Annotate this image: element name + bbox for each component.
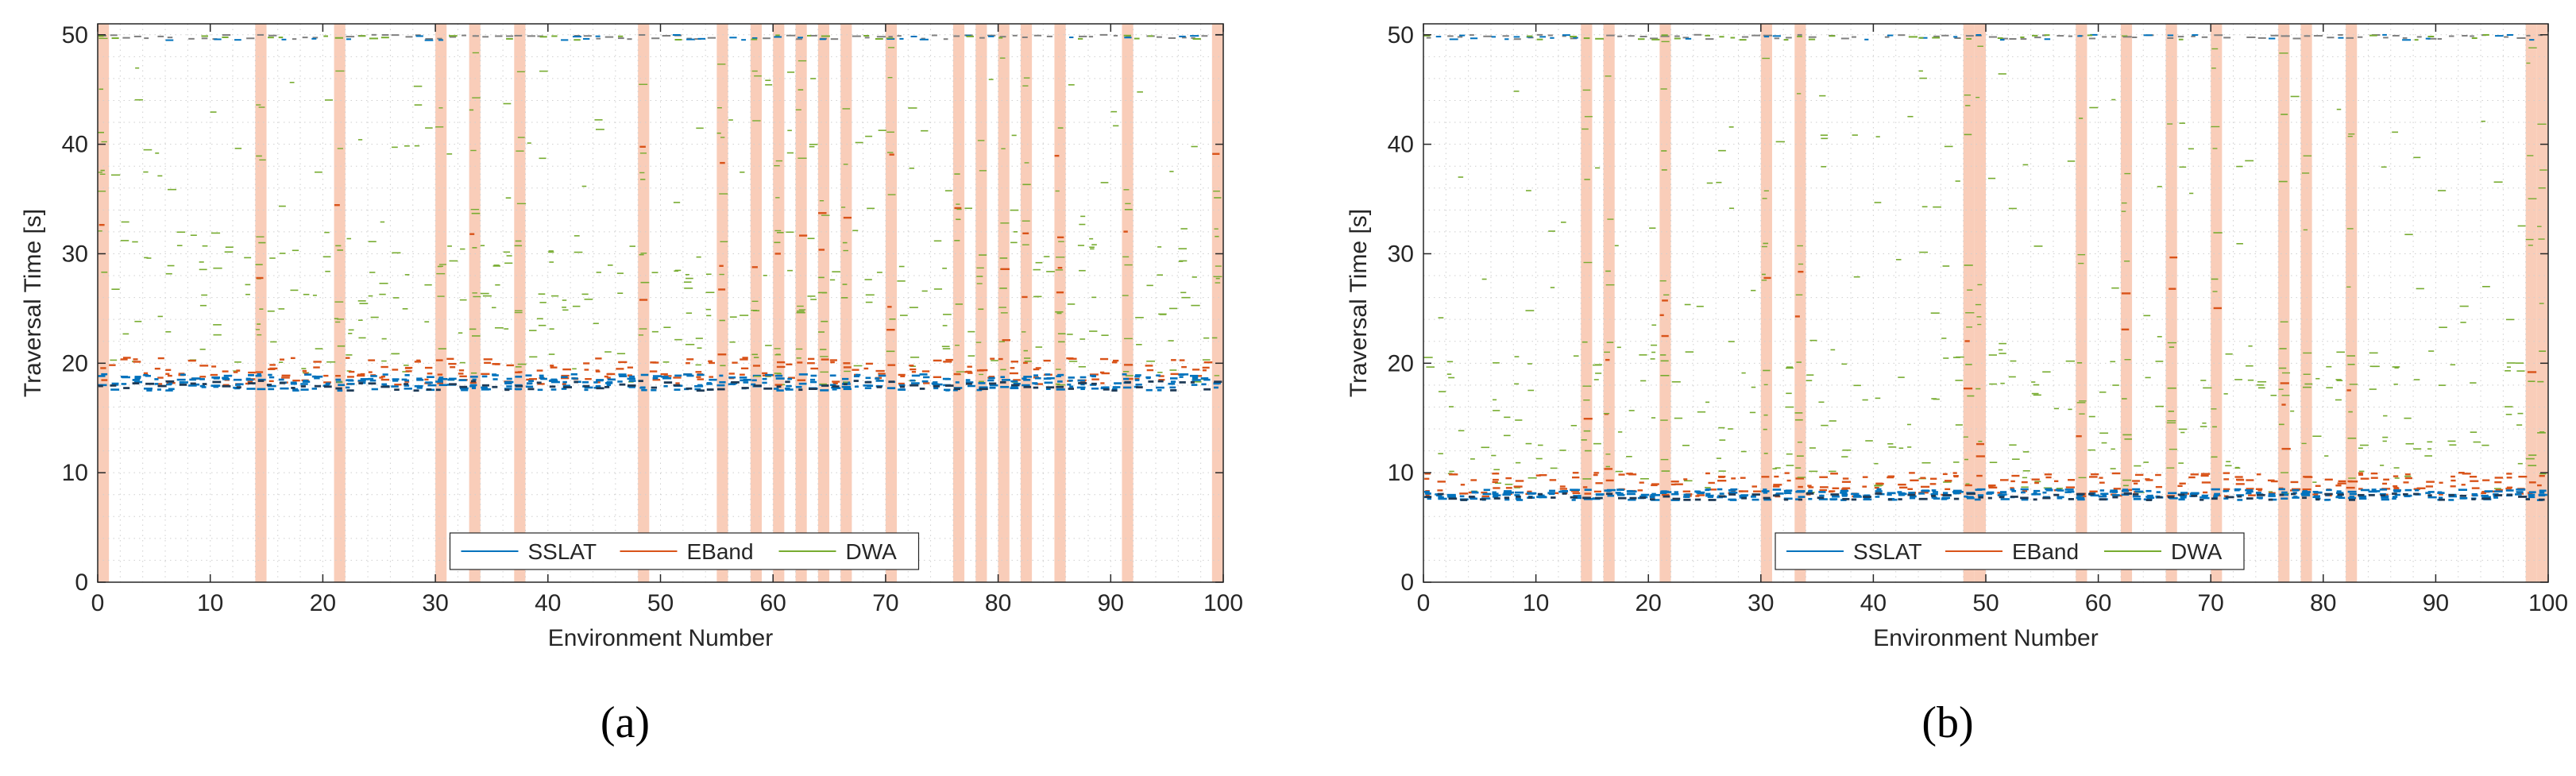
x-tick-label: 80 xyxy=(985,590,1011,616)
failure-band xyxy=(514,24,526,582)
failure-band xyxy=(1211,24,1223,582)
x-tick-label: 40 xyxy=(535,590,561,616)
y-tick-label: 20 xyxy=(62,350,88,376)
failure-band xyxy=(1794,24,1806,582)
legend-box-a xyxy=(449,532,920,570)
failure-band xyxy=(435,24,447,582)
failure-band xyxy=(998,24,1010,582)
failure-band xyxy=(795,24,807,582)
failure-band xyxy=(1122,24,1134,582)
x-tick-label: 50 xyxy=(647,590,674,616)
x-tick-label: 50 xyxy=(1972,590,1999,616)
failure-band xyxy=(2211,24,2223,582)
x-axis-label-b: Environment Number xyxy=(1873,625,2098,651)
failure-band xyxy=(952,24,965,582)
x-tick-label: 20 xyxy=(310,590,336,616)
y-tick-label: 30 xyxy=(62,241,88,267)
failure-band xyxy=(2300,24,2312,582)
x-tick-label: 60 xyxy=(2085,590,2111,616)
x-tick-label: 30 xyxy=(422,590,448,616)
y-tick-label: 30 xyxy=(1388,241,1414,267)
grid-b xyxy=(1423,24,2548,582)
x-tick-label: 100 xyxy=(2528,590,2568,616)
x-tick-label: 70 xyxy=(872,590,898,616)
legend-label-sslat-a: SSLAT xyxy=(528,539,597,564)
y-axis-label-b: Traversal Time [s] xyxy=(1346,209,1372,397)
failure-band xyxy=(975,24,987,582)
y-tick-label: 40 xyxy=(62,132,88,158)
x-tick-label: 40 xyxy=(1860,590,1887,616)
legend-box-b xyxy=(1775,532,2245,570)
failure-band xyxy=(334,24,346,582)
legend-label-eband-a: EBand xyxy=(687,539,754,564)
failure-band xyxy=(773,24,785,582)
failure-band xyxy=(1760,24,1772,582)
x-tick-label: 30 xyxy=(1748,590,1774,616)
failure-band xyxy=(638,24,650,582)
y-tick-label: 0 xyxy=(1400,569,1414,596)
x-tick-label: 70 xyxy=(2198,590,2224,616)
axis-ticks-a: 0 10 20 30 40 50 60 70 80 90 100 0 10 20 30 40 50 xyxy=(62,22,1243,616)
y-tick-label: 10 xyxy=(1388,460,1414,486)
x-tick-label: 80 xyxy=(2310,590,2336,616)
failure-band xyxy=(750,24,763,582)
failure-band xyxy=(1963,24,1975,582)
x-tick-label: 90 xyxy=(2423,590,2449,616)
axis-ticks-b: 0 10 20 30 40 50 60 70 80 90 100 0 10 20 30 40 50 xyxy=(1388,22,2568,616)
x-axis-label-a: Environment Number xyxy=(548,625,773,651)
x-tick-label: 20 xyxy=(1636,590,1662,616)
failure-band xyxy=(2165,24,2177,582)
legend-label-dwa-b: DWA xyxy=(2171,539,2223,564)
x-tick-label: 90 xyxy=(1098,590,1124,616)
chart-panel-a: 0 10 20 30 40 50 60 70 80 90 100 0 10 20 30 40 50 Enviro… xyxy=(20,22,1243,747)
y-axis-label-a: Traversal Time [s] xyxy=(20,209,46,397)
data-marks-a xyxy=(98,33,1222,392)
failure-band xyxy=(2076,24,2087,582)
data-marks-b xyxy=(1423,33,2547,501)
failure-band xyxy=(2278,24,2290,582)
y-tick-label: 10 xyxy=(62,460,88,486)
y-tick-label: 0 xyxy=(75,569,88,596)
x-tick-label: 10 xyxy=(1523,590,1549,616)
failure-band xyxy=(255,24,267,582)
chart-panel-b: 0 10 20 30 40 50 60 70 80 90 100 0 10 20 30 40 50 Enviro… xyxy=(1346,22,2568,747)
y-tick-label: 50 xyxy=(62,22,88,48)
failure-band xyxy=(840,24,852,582)
x-tick-label: 100 xyxy=(1203,590,1243,616)
y-tick-label: 50 xyxy=(1388,22,1414,48)
failure-band xyxy=(716,24,728,582)
y-tick-label: 40 xyxy=(1388,132,1414,158)
x-tick-label: 0 xyxy=(91,590,105,616)
legend-b: SSLAT EBand DWA xyxy=(1775,532,2245,570)
legend-label-sslat-b: SSLAT xyxy=(1853,539,1922,564)
failure-band xyxy=(817,24,830,582)
panel-label-a: (a) xyxy=(601,698,650,747)
failure-band xyxy=(2346,24,2358,582)
failure-band xyxy=(98,24,110,582)
failure-band xyxy=(1054,24,1066,582)
legend-label-dwa-a: DWA xyxy=(846,539,898,564)
legend-a: SSLAT EBand DWA xyxy=(449,532,920,570)
failure-band xyxy=(1603,24,1615,582)
y-tick-label: 20 xyxy=(1388,350,1414,376)
x-tick-label: 10 xyxy=(197,590,223,616)
failure-band xyxy=(2120,24,2133,582)
failure-band xyxy=(2525,24,2537,582)
failure-bands-a xyxy=(98,24,1223,582)
x-tick-label: 60 xyxy=(760,590,786,616)
failure-band xyxy=(469,24,481,582)
failure-band xyxy=(1020,24,1033,582)
failure-band xyxy=(885,24,898,582)
failure-bands-b xyxy=(1581,24,2548,582)
panel-label-b: (b) xyxy=(1921,698,1973,747)
failure-band xyxy=(1974,24,1986,582)
failure-band xyxy=(1581,24,1593,582)
legend-label-eband-b: EBand xyxy=(2012,539,2079,564)
x-tick-label: 0 xyxy=(1417,590,1431,616)
failure-band xyxy=(1659,24,1671,582)
